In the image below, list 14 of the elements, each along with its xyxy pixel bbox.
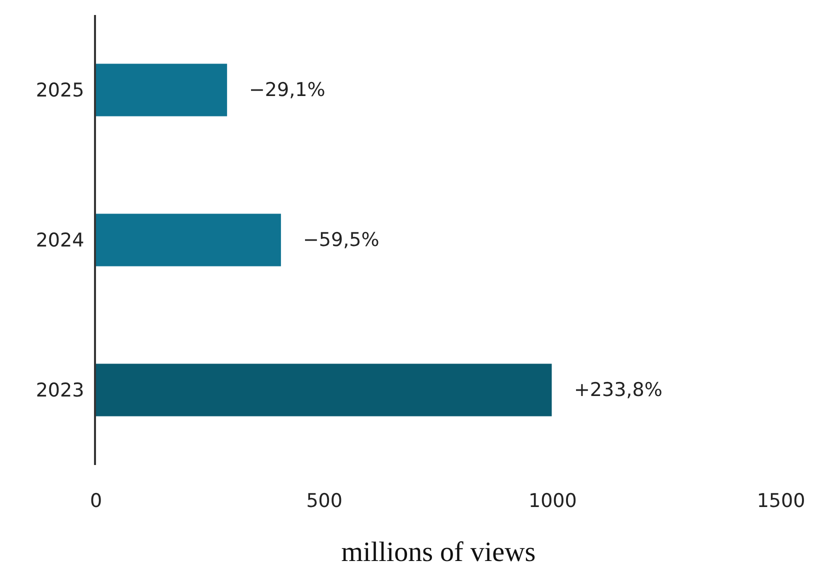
y-tick-label: 2024 xyxy=(36,230,84,252)
bar xyxy=(96,64,228,116)
x-tick-label: 0 xyxy=(90,490,102,512)
x-tick-label: 1500 xyxy=(756,490,806,512)
bar xyxy=(96,214,281,266)
annotation: −29,1% xyxy=(249,79,326,101)
bar xyxy=(96,364,552,416)
y-tick-label: 2023 xyxy=(36,380,84,402)
annotation: +233,8% xyxy=(574,379,662,401)
y-tick-label: 2025 xyxy=(36,80,84,102)
x-axis-title: millions of views xyxy=(341,537,536,568)
x-tick-label: 500 xyxy=(306,490,342,512)
annotation: −59,5% xyxy=(303,229,380,251)
x-tick-label: 1000 xyxy=(528,490,577,512)
